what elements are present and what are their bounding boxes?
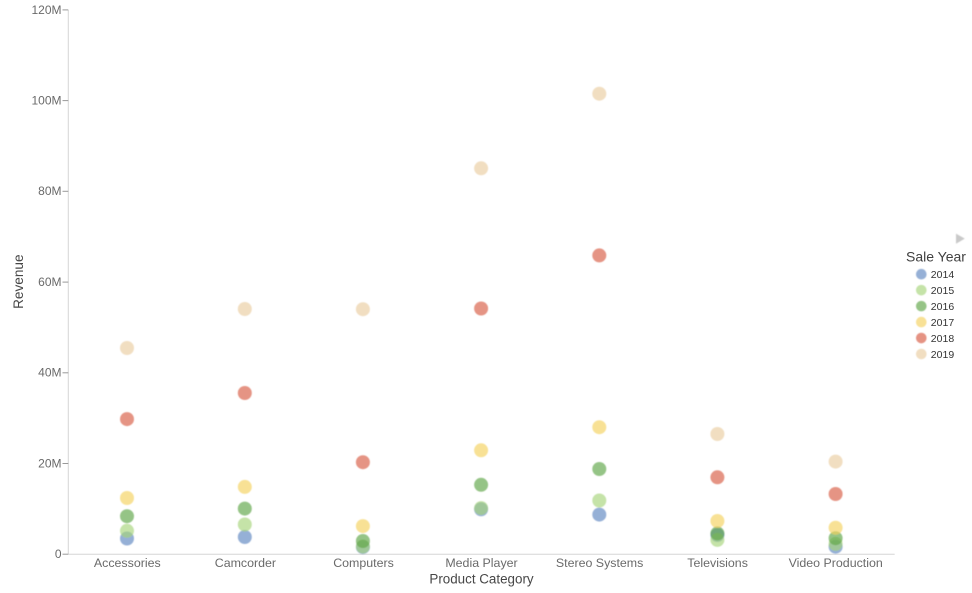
svg-text:20M: 20M bbox=[38, 456, 61, 470]
svg-text:Product Category: Product Category bbox=[429, 572, 534, 587]
svg-text:Sale Year: Sale Year bbox=[906, 249, 966, 265]
svg-text:Video Production: Video Production bbox=[789, 556, 883, 570]
svg-text:60M: 60M bbox=[38, 275, 61, 289]
svg-text:Revenue: Revenue bbox=[11, 254, 26, 308]
svg-text:Computers: Computers bbox=[333, 556, 394, 570]
svg-text:2018: 2018 bbox=[931, 333, 955, 345]
svg-text:120M: 120M bbox=[31, 3, 61, 17]
svg-text:Media Player: Media Player bbox=[445, 556, 517, 570]
svg-text:0: 0 bbox=[55, 547, 62, 561]
svg-text:80M: 80M bbox=[38, 184, 61, 198]
svg-text:2016: 2016 bbox=[931, 301, 955, 313]
svg-text:Televisions: Televisions bbox=[687, 556, 748, 570]
svg-text:2017: 2017 bbox=[931, 317, 955, 329]
svg-text:Camcorder: Camcorder bbox=[215, 556, 276, 570]
svg-text:40M: 40M bbox=[38, 366, 61, 380]
svg-text:2015: 2015 bbox=[931, 285, 955, 297]
svg-text:Accessories: Accessories bbox=[94, 556, 161, 570]
svg-text:Stereo Systems: Stereo Systems bbox=[556, 556, 643, 570]
svg-text:100M: 100M bbox=[31, 94, 61, 108]
svg-text:2014: 2014 bbox=[931, 269, 955, 281]
svg-text:2019: 2019 bbox=[931, 349, 955, 361]
